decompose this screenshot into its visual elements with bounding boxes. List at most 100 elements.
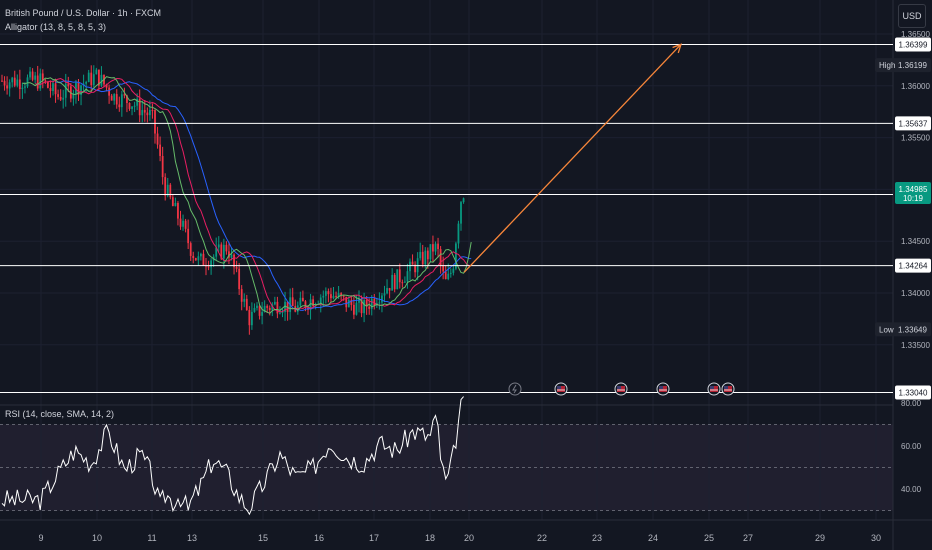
level-price-label: 1.34264 (899, 262, 928, 271)
candle-body (154, 110, 156, 134)
candle-body (449, 272, 452, 274)
candle-body (353, 304, 355, 315)
candle-body (332, 295, 335, 299)
rsi-indicator-label[interactable]: RSI (14, close, SMA, 14, 2) (5, 409, 115, 419)
candle-body (271, 304, 274, 311)
candle-body (133, 105, 136, 107)
candle-body (363, 299, 365, 314)
candle-body (426, 250, 429, 260)
alligator-teeth-line (35, 77, 472, 313)
candle-body (49, 87, 52, 91)
currency-button[interactable]: USD (898, 4, 926, 28)
candle-body (225, 244, 228, 252)
candle-body (370, 298, 373, 309)
candle-body (330, 294, 332, 299)
candle-body (335, 295, 337, 297)
lightning-icon[interactable] (508, 382, 522, 396)
candle-body (391, 274, 394, 291)
candle-body (373, 298, 376, 306)
candle-body (161, 155, 164, 178)
candle-body (245, 298, 248, 311)
candle-body (396, 269, 399, 290)
candle-body (215, 247, 218, 257)
candle-body (444, 271, 447, 280)
candle-body (64, 83, 67, 98)
symbol-title: British Pound / U.S. Dollar · 1h · FXCM (5, 8, 162, 18)
candle-body (222, 244, 225, 259)
candle-body (143, 110, 146, 113)
price-tick-label: 1.33500 (901, 341, 930, 350)
flag-canton (617, 386, 621, 389)
candle-body (118, 104, 121, 108)
candle-body (309, 299, 312, 310)
candle-body (131, 106, 133, 109)
candle-body (80, 85, 82, 95)
candle-body (1, 80, 3, 82)
candle-body (184, 220, 187, 229)
candle-body (291, 297, 294, 307)
candle-body (34, 75, 37, 80)
candle-body (263, 305, 266, 313)
rsi-line (1, 396, 464, 516)
candle-body (85, 82, 88, 84)
candle-body (319, 297, 322, 304)
candle-body (345, 296, 348, 308)
candle-body (182, 220, 184, 227)
candle-body (52, 83, 54, 91)
flag-canton (710, 386, 714, 389)
candle-body (189, 243, 192, 256)
candle-body (429, 244, 432, 260)
projection-arrow[interactable] (463, 43, 682, 273)
candle-body (258, 305, 261, 316)
candle-body (276, 301, 279, 314)
candle-body (24, 86, 26, 88)
candle-body (251, 311, 253, 326)
candle-body (92, 74, 95, 86)
candle-body (169, 184, 172, 198)
candle-body (406, 271, 409, 282)
candle-body (29, 71, 31, 78)
candle-body (47, 81, 49, 88)
candle-body (398, 269, 401, 283)
candle-body (304, 301, 307, 308)
candle-body (240, 289, 243, 302)
candle-body (281, 311, 284, 313)
current-price-value: 1.34985 (899, 185, 928, 194)
candle-body (200, 253, 202, 257)
candle-body (337, 293, 340, 297)
candle-body (6, 85, 8, 89)
alligator-indicator-label[interactable]: Alligator (13, 8, 5, 8, 5, 3) (5, 22, 107, 32)
candle-body (21, 87, 24, 90)
candle-body (31, 71, 34, 80)
level-price-label: 1.33040 (899, 388, 928, 397)
candle-body (16, 79, 19, 86)
candle-body (120, 94, 123, 108)
candle-body (238, 268, 241, 290)
candle-body (151, 110, 154, 112)
level-price-badge (895, 116, 931, 131)
rsi-tick-label: 80.00 (901, 399, 922, 408)
candle-body (36, 75, 39, 89)
candle-body (220, 244, 223, 259)
candle-body (386, 288, 388, 294)
candle-body (138, 98, 141, 116)
time-tick-label: 29 (815, 533, 825, 543)
time-tick-label: 10 (92, 533, 102, 543)
candle-body (432, 244, 434, 252)
candle-body (113, 94, 116, 101)
candle-body (87, 72, 90, 83)
alligator-lips-line (22, 76, 472, 314)
price-tick-label: 1.36500 (901, 30, 930, 39)
candle-body (105, 84, 108, 88)
level-price-label: 1.36399 (899, 40, 928, 49)
candle-body (54, 83, 57, 95)
candle-body (108, 87, 110, 96)
candle-body (342, 295, 345, 297)
time-tick-label: 11 (147, 533, 156, 543)
candle-body (401, 282, 404, 284)
time-tick-label: 23 (592, 533, 602, 543)
price-tick-label: 1.34000 (901, 289, 930, 298)
time-tick-label: 27 (743, 533, 753, 543)
current-price-badge (895, 181, 931, 204)
